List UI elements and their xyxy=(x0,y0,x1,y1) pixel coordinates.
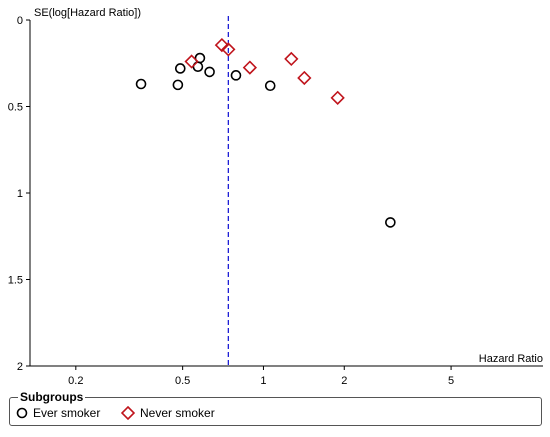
y-tick-label: 2 xyxy=(17,361,23,373)
legend-item-ever-smoker: Ever smoker xyxy=(16,406,100,420)
data-point-never-smoker xyxy=(184,54,199,69)
data-point-never-smoker xyxy=(284,51,299,67)
x-axis-label: Hazard Ratio xyxy=(479,353,543,365)
y-tick-label: 1 xyxy=(17,188,23,200)
data-point-never-smoker xyxy=(330,90,345,105)
x-tick-label: 5 xyxy=(448,375,454,387)
circle-marker-icon xyxy=(16,407,28,419)
data-point-ever-smoker xyxy=(135,78,147,90)
legend-label-ever-smoker: Ever smoker xyxy=(33,406,101,420)
legend-item-never-smoker: Never smoker xyxy=(121,406,215,420)
y-tick-label: 0 xyxy=(17,15,23,27)
data-point-never-smoker xyxy=(242,60,257,75)
data-point-ever-smoker xyxy=(174,63,186,74)
data-point-never-smoker xyxy=(297,70,312,86)
data-point-ever-smoker xyxy=(204,66,215,78)
data-point-never-smoker xyxy=(221,42,236,57)
diamond-marker-icon xyxy=(121,406,135,420)
legend-title: Subgroups xyxy=(18,390,86,404)
x-tick-label: 1 xyxy=(260,375,266,387)
data-point-ever-smoker xyxy=(385,217,396,228)
legend-label-never-smoker: Never smoker xyxy=(140,406,215,420)
y-axis-label: SE(log[Hazard Ratio]) xyxy=(34,7,141,19)
y-tick-label: 0.5 xyxy=(8,102,23,114)
data-point-ever-smoker xyxy=(194,52,206,64)
data-point-ever-smoker xyxy=(264,80,276,92)
legend: Subgroups Ever smoker Never smoker xyxy=(9,390,542,426)
x-tick-label: 0.2 xyxy=(68,375,83,387)
data-point-ever-smoker xyxy=(172,79,184,91)
y-tick-label: 1.5 xyxy=(8,275,23,287)
x-tick-label: 2 xyxy=(341,375,347,387)
data-point-ever-smoker xyxy=(230,70,242,81)
x-tick-label: 0.5 xyxy=(175,375,190,387)
data-point-never-smoker xyxy=(214,37,230,53)
